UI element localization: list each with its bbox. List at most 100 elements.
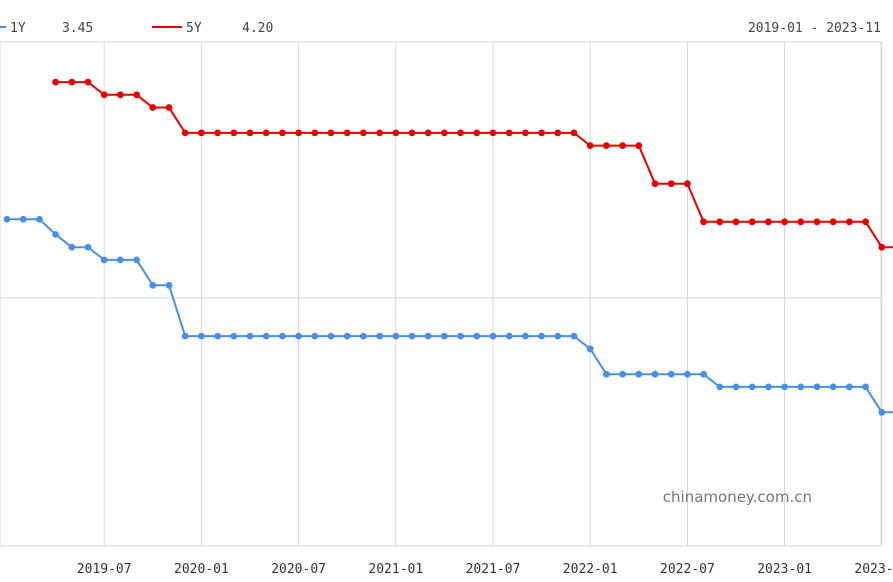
data-point-5y[interactable] [635, 142, 643, 150]
data-point-5y[interactable] [522, 129, 529, 137]
data-point-1y[interactable] [651, 370, 659, 378]
data-point-5y[interactable] [279, 129, 286, 137]
data-point-5y[interactable] [181, 129, 189, 137]
data-point-5y[interactable] [797, 218, 805, 226]
data-point-5y[interactable] [619, 142, 626, 150]
data-point-5y[interactable] [262, 129, 270, 137]
data-point-5y[interactable] [732, 218, 740, 226]
data-point-1y[interactable] [19, 215, 27, 223]
data-point-5y[interactable] [165, 104, 173, 111]
data-point-5y[interactable] [878, 243, 886, 251]
data-point-1y[interactable] [117, 256, 124, 264]
data-point-5y[interactable] [603, 142, 610, 150]
data-point-1y[interactable] [311, 332, 319, 340]
data-point-1y[interactable] [343, 332, 351, 340]
data-point-1y[interactable] [586, 345, 594, 353]
data-point-1y[interactable] [862, 383, 869, 391]
data-point-1y[interactable] [732, 383, 740, 391]
data-point-1y[interactable] [165, 281, 173, 289]
data-point-1y[interactable] [635, 370, 643, 378]
data-point-5y[interactable] [765, 218, 772, 226]
data-point-1y[interactable] [522, 332, 529, 340]
data-point-1y[interactable] [538, 332, 545, 340]
data-point-1y[interactable] [52, 231, 59, 238]
data-point-5y[interactable] [651, 180, 659, 188]
data-point-1y[interactable] [3, 215, 11, 223]
data-point-1y[interactable] [424, 332, 432, 340]
data-point-1y[interactable] [684, 370, 691, 378]
data-point-1y[interactable] [829, 383, 837, 391]
data-point-5y[interactable] [343, 129, 351, 137]
data-point-1y[interactable] [748, 383, 756, 391]
data-point-1y[interactable] [376, 332, 383, 340]
data-point-5y[interactable] [360, 129, 367, 137]
data-point-1y[interactable] [619, 370, 626, 378]
data-point-1y[interactable] [295, 332, 302, 340]
data-point-5y[interactable] [829, 218, 837, 226]
data-point-1y[interactable] [570, 332, 578, 340]
data-point-1y[interactable] [797, 383, 805, 391]
data-point-1y[interactable] [68, 243, 76, 251]
data-point-1y[interactable] [765, 383, 772, 391]
data-point-1y[interactable] [149, 281, 157, 289]
data-point-5y[interactable] [133, 91, 141, 99]
data-point-5y[interactable] [117, 91, 124, 99]
data-point-5y[interactable] [489, 129, 497, 137]
data-point-5y[interactable] [149, 104, 157, 111]
data-point-1y[interactable] [230, 332, 238, 340]
data-point-1y[interactable] [716, 383, 724, 391]
data-point-5y[interactable] [862, 218, 869, 226]
data-point-1y[interactable] [700, 370, 707, 378]
data-point-5y[interactable] [667, 180, 675, 188]
data-point-5y[interactable] [538, 129, 545, 137]
data-point-1y[interactable] [181, 332, 189, 340]
data-point-5y[interactable] [716, 218, 724, 226]
data-point-5y[interactable] [586, 142, 594, 150]
data-point-1y[interactable] [36, 215, 43, 223]
data-point-1y[interactable] [100, 256, 108, 264]
data-point-1y[interactable] [781, 383, 788, 391]
data-point-5y[interactable] [554, 129, 562, 137]
data-point-1y[interactable] [813, 383, 821, 391]
data-point-5y[interactable] [473, 129, 481, 137]
data-point-5y[interactable] [198, 129, 205, 137]
data-point-1y[interactable] [198, 332, 205, 340]
data-point-5y[interactable] [424, 129, 432, 137]
data-point-1y[interactable] [214, 332, 222, 340]
data-point-1y[interactable] [878, 408, 886, 416]
data-point-1y[interactable] [846, 383, 853, 391]
data-point-1y[interactable] [554, 332, 562, 340]
data-point-1y[interactable] [603, 370, 610, 378]
data-point-1y[interactable] [360, 332, 367, 340]
data-point-5y[interactable] [441, 129, 448, 137]
data-point-1y[interactable] [473, 332, 481, 340]
data-point-5y[interactable] [846, 218, 853, 226]
data-point-1y[interactable] [279, 332, 286, 340]
data-point-5y[interactable] [813, 218, 821, 226]
data-point-5y[interactable] [214, 129, 222, 137]
data-point-1y[interactable] [489, 332, 497, 340]
data-point-5y[interactable] [684, 180, 691, 188]
data-point-5y[interactable] [570, 129, 578, 137]
data-point-1y[interactable] [392, 332, 400, 340]
data-point-1y[interactable] [246, 332, 254, 340]
data-point-5y[interactable] [457, 129, 464, 137]
data-point-5y[interactable] [230, 129, 238, 137]
data-point-5y[interactable] [376, 129, 383, 137]
data-point-5y[interactable] [408, 129, 416, 137]
data-point-5y[interactable] [781, 218, 788, 226]
data-point-1y[interactable] [133, 256, 141, 264]
data-point-5y[interactable] [748, 218, 756, 226]
data-point-5y[interactable] [84, 78, 92, 86]
data-point-5y[interactable] [295, 129, 302, 137]
data-point-1y[interactable] [441, 332, 448, 340]
data-point-1y[interactable] [408, 332, 416, 340]
data-point-5y[interactable] [100, 91, 108, 99]
data-point-1y[interactable] [457, 332, 464, 340]
data-point-1y[interactable] [505, 332, 513, 340]
legend[interactable]: 1Y 3.45 5Y 4.20 [0, 21, 273, 36]
data-point-1y[interactable] [84, 243, 92, 251]
data-point-5y[interactable] [246, 129, 254, 137]
data-point-1y[interactable] [327, 332, 335, 340]
data-point-5y[interactable] [700, 218, 707, 226]
